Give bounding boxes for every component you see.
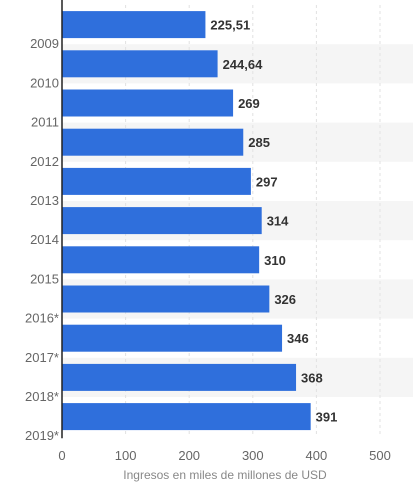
bars	[62, 11, 311, 431]
bar	[62, 285, 270, 313]
x-tick-label: 100	[115, 448, 137, 463]
bar	[62, 324, 283, 352]
bar-value-label: 391	[316, 410, 338, 425]
bar-value-label: 244,64	[223, 57, 264, 72]
bar	[62, 128, 244, 156]
bar-value-label: 326	[274, 292, 296, 307]
y-tick-label: 2015	[30, 271, 59, 286]
y-tick-label: 2014	[30, 232, 59, 247]
y-tick-label: 2017*	[25, 350, 59, 365]
y-tick-label: 2010	[30, 75, 59, 90]
x-tick-label: 400	[306, 448, 328, 463]
bar-value-label: 269	[238, 96, 260, 111]
x-tick-label: 500	[369, 448, 391, 463]
x-tick-label: 200	[178, 448, 200, 463]
y-tick-label: 2019*	[25, 428, 59, 443]
x-axis-title: Ingresos en miles de millones de USD	[123, 468, 327, 482]
bar-value-label: 314	[267, 214, 289, 229]
bar-value-label: 310	[264, 253, 286, 268]
y-tick-label: 2009	[30, 36, 59, 51]
bar-value-label: 225,51	[210, 18, 250, 33]
bar	[62, 207, 262, 235]
bar-value-label: 285	[248, 135, 270, 150]
x-tick-label: 300	[242, 448, 264, 463]
bar-value-label: 346	[287, 331, 309, 346]
bar	[62, 11, 206, 39]
bar-value-labels: 225,51 244,64 269 285 297 314 310 326 346 368 391	[210, 18, 337, 425]
bar	[62, 167, 251, 195]
bar-value-label: 297	[256, 174, 278, 189]
bar-value-label: 368	[301, 370, 323, 385]
y-tick-label: 2016*	[25, 311, 59, 326]
bar	[62, 363, 297, 391]
bar	[62, 50, 218, 78]
y-tick-label: 2011	[31, 115, 59, 130]
bar	[62, 89, 234, 117]
y-tick-label: 2013	[30, 193, 59, 208]
bar	[62, 403, 311, 431]
y-tick-label: 2012	[30, 154, 59, 169]
bar	[62, 246, 260, 274]
x-tick-label: 0	[58, 448, 65, 463]
x-axis-tick-labels: 0 100 200 300 400 500	[58, 448, 390, 463]
y-axis-tick-labels: 2009 2010 2011 2012 2013 2014 2015 2016* 2017* 20…	[25, 36, 59, 443]
y-tick-label: 2018*	[25, 389, 59, 404]
